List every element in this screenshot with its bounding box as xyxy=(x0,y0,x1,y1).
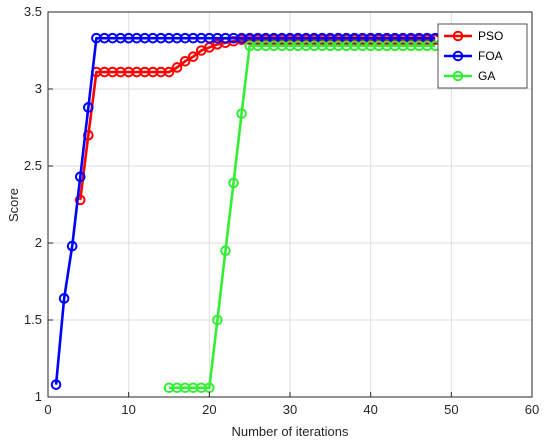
data-point-foa xyxy=(83,102,94,113)
data-point-foa xyxy=(66,240,78,252)
y-tick-label: 3.5 xyxy=(24,4,42,19)
y-axis-label: Score xyxy=(6,188,21,222)
data-point-ga xyxy=(212,314,223,326)
x-tick-label: 50 xyxy=(444,402,458,417)
series-line-pso xyxy=(78,38,436,201)
x-tick-label: 0 xyxy=(44,402,51,417)
data-point-pso xyxy=(171,62,183,73)
legend-label-ga: GA xyxy=(478,69,495,83)
x-tick-label: 30 xyxy=(283,402,297,417)
y-tick-label: 1.5 xyxy=(24,312,42,327)
data-point-ga xyxy=(220,245,231,256)
data-point-foa xyxy=(58,293,70,304)
legend: PSO FOA GA xyxy=(437,23,528,89)
y-tick-label: 3 xyxy=(35,81,42,96)
tick-labels: 0 10 20 30 40 50 60 1 1.5 2 2.5 3 3.5 xyxy=(24,4,539,417)
x-tick-label: 20 xyxy=(202,402,216,417)
y-tick-label: 2 xyxy=(35,235,42,250)
series-ga xyxy=(163,40,441,394)
series-group xyxy=(50,32,441,394)
x-tick-label: 60 xyxy=(525,402,539,417)
y-tick-label: 1 xyxy=(35,389,42,404)
y-tick-label: 2.5 xyxy=(24,158,42,173)
legend-marker-pso xyxy=(452,30,464,42)
x-tick-label: 40 xyxy=(363,402,377,417)
data-point-pso xyxy=(187,51,199,62)
legend-label-foa: FOA xyxy=(478,49,503,63)
x-tick-label: 10 xyxy=(121,402,135,417)
legend-label-pso: PSO xyxy=(478,29,503,43)
legend-marker-foa xyxy=(452,50,464,62)
data-point-foa xyxy=(50,379,62,390)
data-point-foa xyxy=(74,171,86,183)
data-point-pso xyxy=(74,194,86,206)
legend-marker-ga xyxy=(452,70,464,82)
data-point-ga xyxy=(228,177,239,189)
data-point-ga xyxy=(236,108,247,119)
x-axis-label: Number of iterations xyxy=(231,424,349,439)
data-point-pso xyxy=(163,66,175,78)
data-point-pso xyxy=(179,55,191,67)
